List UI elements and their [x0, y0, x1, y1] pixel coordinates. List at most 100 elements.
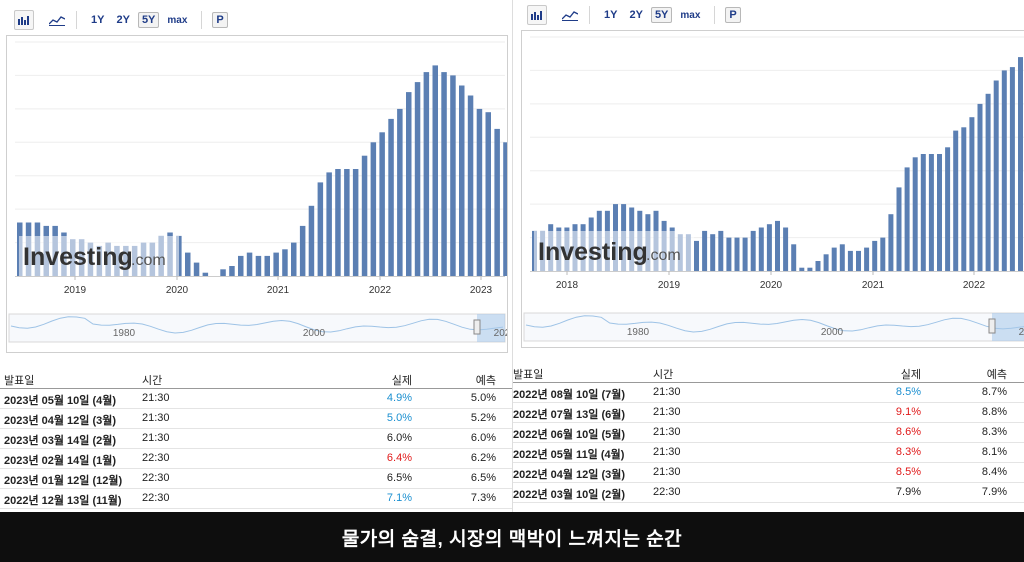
range-1y-button[interactable]: 1Y — [91, 14, 105, 26]
line-chart-icon[interactable] — [48, 11, 66, 29]
header-forecast: 예측 — [475, 375, 496, 387]
toolbar-separator — [76, 11, 77, 29]
data-bar — [766, 224, 772, 271]
range-navigator[interactable] — [8, 313, 506, 343]
actual-value-cell: 8.3% — [895, 446, 921, 458]
data-bar — [1018, 57, 1023, 271]
range-1y-button[interactable]: 1Y — [604, 9, 618, 21]
release-time-cell: 21:30 — [653, 446, 681, 458]
navigator-handle[interactable] — [473, 319, 481, 335]
range-2y-button[interactable]: 2Y — [629, 9, 643, 21]
release-date-cell: 2022년 12월 13일 (11월) — [4, 495, 122, 507]
forecast-value-cell: 8.4% — [981, 466, 1007, 478]
line-chart-icon[interactable] — [561, 6, 579, 24]
data-bar — [928, 154, 934, 271]
navigator-handle[interactable] — [988, 318, 996, 334]
data-bar — [847, 250, 853, 271]
data-bar — [823, 254, 829, 271]
data-bar — [694, 240, 699, 271]
data-bar — [1001, 70, 1007, 272]
data-bar — [335, 169, 341, 276]
data-bar — [920, 154, 926, 271]
investing-watermark: Investing.com — [534, 231, 694, 271]
table-row: 2022년 08월 10일 (7월) 21:30 8.5% 8.7% — [513, 382, 1024, 403]
data-bar — [839, 244, 845, 271]
data-bar — [467, 95, 474, 276]
table-row: 2023년 05월 10일 (4월) 21:30 4.9% 5.0% — [0, 388, 512, 409]
data-bar — [945, 147, 951, 271]
data-bar — [993, 80, 999, 271]
x-tick-label: 2019 — [658, 280, 681, 291]
forecast-value-cell: 7.3% — [470, 492, 496, 504]
release-date-cell: 2022년 03월 10일 (2월) — [513, 489, 626, 501]
data-bar — [485, 112, 491, 276]
toolbar-separator — [589, 6, 590, 24]
range-5y-button[interactable]: 5Y — [650, 7, 673, 23]
data-bar — [702, 230, 708, 271]
release-time-cell: 21:30 — [142, 392, 170, 404]
data-bar — [264, 255, 270, 276]
data-bar — [459, 85, 465, 276]
data-bar — [872, 240, 878, 271]
data-bar — [406, 92, 412, 276]
data-bar — [831, 247, 837, 271]
data-bar — [299, 225, 306, 276]
actual-value-cell: 6.4% — [386, 452, 412, 464]
watermark-backdrop — [534, 231, 694, 271]
actual-value-cell: 7.1% — [386, 492, 412, 504]
data-bar — [476, 108, 483, 277]
data-bar — [896, 187, 902, 271]
forecast-value-cell: 6.5% — [470, 472, 496, 484]
data-bar — [361, 155, 368, 276]
navigator-selection[interactable] — [477, 314, 505, 342]
print-button[interactable]: P — [212, 12, 228, 28]
data-bar — [193, 262, 200, 276]
forecast-value-cell: 5.0% — [470, 392, 496, 404]
range-5y-button[interactable]: 5Y — [137, 12, 160, 28]
watermark-suffix: .com — [646, 247, 681, 264]
actual-value-cell: 6.0% — [386, 432, 412, 444]
table-header-row: 발표일 시간 실제 예측 — [0, 368, 512, 389]
data-bar — [758, 227, 764, 271]
data-bar — [273, 252, 279, 276]
table-row: 2022년 05월 11일 (4월) 21:30 8.3% 8.1% — [513, 442, 1024, 463]
cpi-bar-chart: Investing.com 2018 2019 2020 2021 2022 1980 200… — [523, 36, 1024, 342]
x-tick-label: 2021 — [862, 280, 885, 291]
data-bar — [775, 220, 780, 271]
range-max-button[interactable]: max — [167, 14, 188, 26]
actual-value-cell: 8.5% — [895, 386, 921, 398]
data-bar — [888, 214, 894, 271]
data-bar — [937, 154, 942, 271]
range-navigator[interactable] — [523, 312, 1024, 342]
release-time-cell: 21:30 — [653, 406, 681, 418]
header-time: 시간 — [653, 369, 674, 381]
data-bar — [503, 142, 507, 276]
x-tick-label: 2022 — [963, 280, 986, 291]
release-time-cell: 22:30 — [142, 492, 170, 504]
data-bar — [326, 172, 332, 276]
release-time-cell: 21:30 — [653, 426, 681, 438]
navigator-series — [525, 315, 1024, 333]
data-bar — [397, 108, 403, 277]
range-2y-button[interactable]: 2Y — [116, 14, 130, 26]
navigator-label: 2000 — [303, 328, 326, 339]
data-bar — [308, 205, 315, 276]
bar-chart-icon[interactable] — [527, 5, 547, 25]
data-bar — [379, 132, 385, 276]
watermark-brand: Investing — [538, 238, 648, 266]
right-panel: 1Y 2Y 5Y max P Investing .com 2018 2019 2020… — [512, 0, 1024, 512]
x-tick-label: 2018 — [556, 280, 579, 291]
data-bar — [742, 237, 748, 271]
data-bar — [370, 142, 377, 276]
navigator-selection[interactable] — [992, 313, 1024, 341]
data-bar — [246, 252, 253, 276]
forecast-value-cell: 8.8% — [981, 406, 1007, 418]
data-bar — [1009, 67, 1015, 271]
data-bar — [388, 118, 394, 277]
bar-chart-icon[interactable] — [14, 10, 34, 30]
range-max-button[interactable]: max — [680, 9, 701, 21]
header-actual: 실제 — [900, 369, 921, 381]
print-button[interactable]: P — [725, 7, 741, 23]
data-bar — [282, 249, 288, 276]
header-date: 발표일 — [513, 369, 544, 381]
